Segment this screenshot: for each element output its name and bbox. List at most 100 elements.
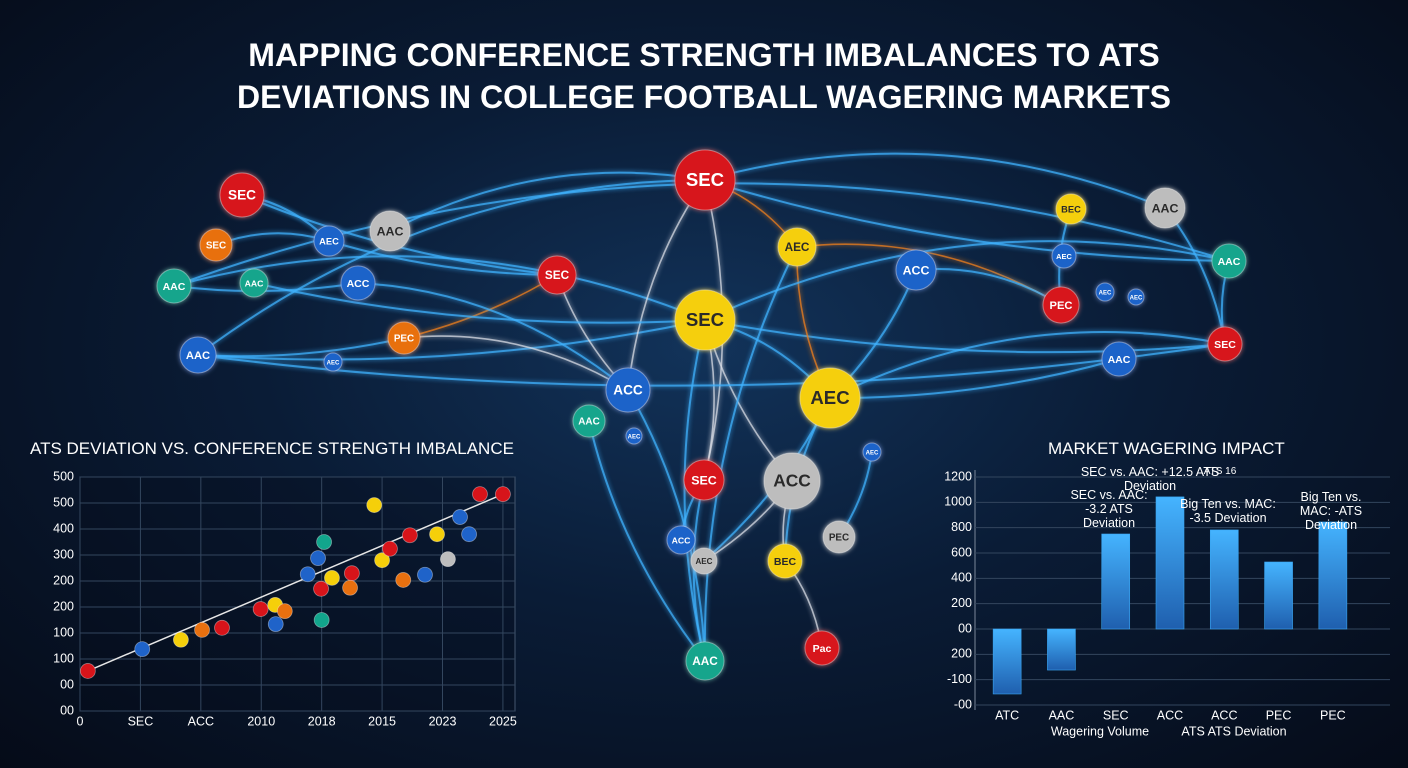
network-node [1207,326,1243,362]
network-node [340,265,376,301]
y-tick-label: 800 [951,520,972,534]
y-tick-label: 200 [951,647,972,661]
network-node [199,228,233,262]
network-node [156,268,192,304]
y-tick-label: 200 [951,596,972,610]
y-tick-label: 500 [53,469,74,483]
network-node [767,543,803,579]
network-edge [357,282,629,391]
node-label: Pac [813,643,832,655]
node-label: ACC [613,383,643,398]
x-tick-label: PEC [1320,708,1346,722]
annotation: SEC vs. AAC: -3.2 ATS Deviation [1070,488,1148,530]
network-node [1211,243,1247,279]
y-tick-label: 600 [951,545,972,559]
scatter-point [79,663,96,679]
node-label: PEC [1050,300,1073,312]
scatter-point [252,601,269,617]
network-node [179,336,217,374]
network-edge [197,179,706,356]
network-node [1101,341,1137,377]
network-edge [704,240,1230,321]
network-edge [197,337,405,358]
node-label: BEC [774,556,797,568]
y-tick-label: 00 [958,621,972,635]
network-node [323,352,343,372]
bar [1047,628,1076,671]
node-label: AAC [1108,354,1131,366]
network-node [683,459,725,501]
network-edge [197,319,706,361]
network-edge [704,319,1226,354]
bar [1264,561,1293,630]
node-label: AAC [186,350,210,362]
bar [992,628,1022,695]
network-edge [915,267,1062,306]
node-label: SEC [686,169,724,190]
node-label: AEC [628,435,641,441]
network-edge [588,420,706,662]
scatter-point [316,534,332,550]
y-tick-label: 200 [53,573,74,587]
scatter-point [342,579,358,596]
bar [1155,496,1185,630]
scatter-point [313,580,329,597]
node-label: SEC [686,309,724,330]
x-axis-label: Wagering Volume [1051,724,1149,738]
node-label: AEC [1056,252,1072,261]
scatter-point [366,497,383,513]
node-label: AAC [1152,201,1179,215]
network-node [666,525,696,555]
y-tick-label: 100 [53,651,74,665]
x-tick-label: 2023 [429,714,457,728]
x-tick-label: 2018 [308,714,336,728]
annotation: SEC vs. AAC: +12.5 ATS Deviation [1080,465,1220,493]
scatter-point [313,612,330,628]
node-label: AAC [163,281,186,293]
scatter-point [276,603,293,620]
scatter-point [472,486,488,503]
node-label: AAC [377,224,404,238]
network-edge [1164,207,1226,345]
node-label: AAC [1218,256,1241,268]
x-tick-label: 2025 [489,714,517,728]
node-label: SEC [206,241,226,252]
y-tick-label: 1200 [944,469,972,483]
network-edge [173,282,359,293]
network-node [799,367,861,429]
x-tick-label: SEC [128,714,154,728]
scatter-point [395,572,412,588]
annotation: Big Ten vs. MAC: -ATS Deviation [1299,490,1363,532]
scatter-point [382,540,398,557]
scatter-point [452,509,468,525]
chart-title: MARKET WAGERING IMPACT [1048,439,1285,458]
network-edge [627,389,706,662]
y-tick-label: -00 [954,697,972,711]
y-tick-label: 400 [53,521,74,535]
scatter-point [299,566,316,583]
y-tick-label: 400 [951,571,972,585]
network-node [625,427,643,445]
scatter-point [172,631,189,648]
x-tick-label: AAC [1049,708,1075,722]
network-node [690,547,718,575]
node-label: SEC [1214,339,1236,351]
node-label: AAC [578,417,599,428]
node-label: PEC [829,533,849,544]
annotation: ATS 16 [1203,466,1237,477]
network-node [685,641,725,681]
network-edge [703,246,798,662]
network-node [804,630,840,666]
node-label: ACC [347,278,370,290]
node-label: AEC [327,361,340,367]
network-node [1127,288,1145,306]
network-node [674,149,736,211]
node-label: BEC [1061,204,1081,214]
network-node [239,268,269,298]
scatter-point [267,616,284,633]
page-title: MAPPING CONFERENCE STRENGTH IMBALANCES T… [237,37,1171,115]
network-edge [215,232,330,246]
network-node [313,225,345,257]
network-edge [253,282,706,324]
